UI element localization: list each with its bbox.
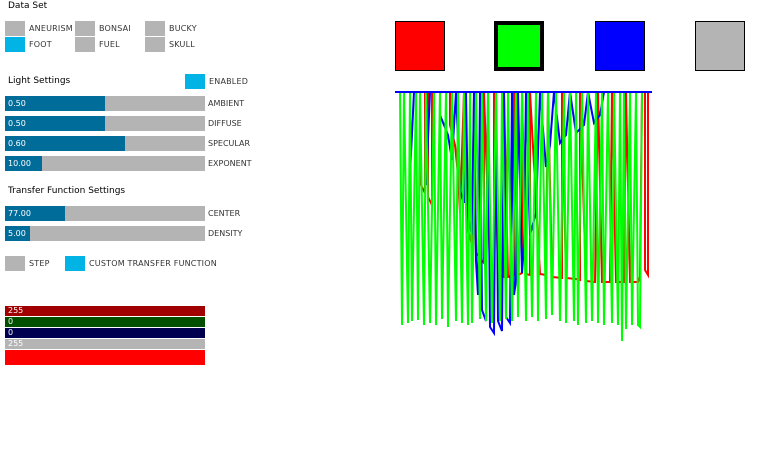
- dataset-option-toggle[interactable]: [145, 21, 165, 36]
- transfer-settings-heading: Transfer Function Settings: [8, 186, 126, 196]
- swatch-green[interactable]: [494, 21, 544, 71]
- ambient-value: 0.50: [8, 99, 26, 108]
- swatch-gray[interactable]: [695, 21, 745, 71]
- dataset-option-label: BONSAI: [99, 24, 131, 33]
- custom-transfer-label: CUSTOM TRANSFER FUNCTION: [89, 259, 217, 268]
- ambient-slider-fill: [5, 96, 105, 111]
- ambient-slider[interactable]: 0.50: [5, 96, 205, 111]
- center-label: CENTER: [208, 209, 241, 218]
- red-channel-slider[interactable]: 255: [5, 306, 205, 316]
- specular-slider[interactable]: 0.60: [5, 136, 205, 151]
- center-slider[interactable]: 77.00: [5, 206, 205, 221]
- density-value: 5.00: [8, 229, 26, 238]
- diffuse-slider-fill: [5, 116, 105, 131]
- diffuse-slider[interactable]: 0.50: [5, 116, 205, 131]
- specular-slider-fill: [5, 136, 125, 151]
- blue-channel-slider[interactable]: 0: [5, 328, 205, 338]
- step-label: STEP: [29, 259, 50, 268]
- exponent-label: EXPONENT: [208, 159, 252, 168]
- alpha-channel-slider[interactable]: 255: [5, 339, 205, 349]
- diffuse-label: DIFFUSE: [208, 119, 242, 128]
- density-slider[interactable]: 5.00: [5, 226, 205, 241]
- density-label: DENSITY: [208, 229, 243, 238]
- dataset-option-label: FUEL: [99, 40, 120, 49]
- density-slider-fill: [5, 226, 30, 241]
- transfer-function-plot[interactable]: [390, 85, 660, 350]
- center-slider-fill: [5, 206, 65, 221]
- step-toggle-box[interactable]: [5, 256, 25, 271]
- dataset-heading: Data Set: [8, 1, 48, 11]
- diffuse-value: 0.50: [8, 119, 26, 128]
- dataset-option-toggle[interactable]: [5, 21, 25, 36]
- blue-curve: [395, 91, 650, 337]
- custom-transfer-toggle-box[interactable]: [65, 256, 85, 271]
- dataset-option-toggle[interactable]: [145, 37, 165, 52]
- dataset-option-label: ANEURISM: [29, 24, 73, 33]
- specular-value: 0.60: [8, 139, 26, 148]
- alpha-channel-value: 255: [8, 339, 24, 348]
- dataset-option-toggle[interactable]: [5, 37, 25, 52]
- dataset-option-label: SKULL: [169, 40, 195, 49]
- swatch-red[interactable]: [395, 21, 445, 71]
- blue-channel-value: 0: [8, 328, 14, 337]
- light-settings-heading: Light Settings: [8, 76, 71, 86]
- green-channel-value: 0: [8, 317, 14, 326]
- color-preview: [5, 350, 205, 365]
- exponent-slider[interactable]: 10.00: [5, 156, 205, 171]
- dataset-option-toggle[interactable]: [75, 37, 95, 52]
- light-enabled-box[interactable]: [185, 74, 205, 89]
- green-channel-slider[interactable]: 0: [5, 317, 205, 327]
- dataset-option-label: FOOT: [29, 40, 52, 49]
- swatch-blue[interactable]: [595, 21, 645, 71]
- light-enabled-label: ENABLED: [209, 77, 249, 86]
- specular-label: SPECULAR: [208, 139, 251, 148]
- dataset-option-label: BUCKY: [169, 24, 197, 33]
- ambient-label: AMBIENT: [208, 99, 245, 108]
- exponent-slider-fill: [5, 156, 42, 171]
- red-channel-value: 255: [8, 306, 24, 315]
- dataset-option-toggle[interactable]: [75, 21, 95, 36]
- center-value: 77.00: [8, 209, 31, 218]
- exponent-value: 10.00: [8, 159, 31, 168]
